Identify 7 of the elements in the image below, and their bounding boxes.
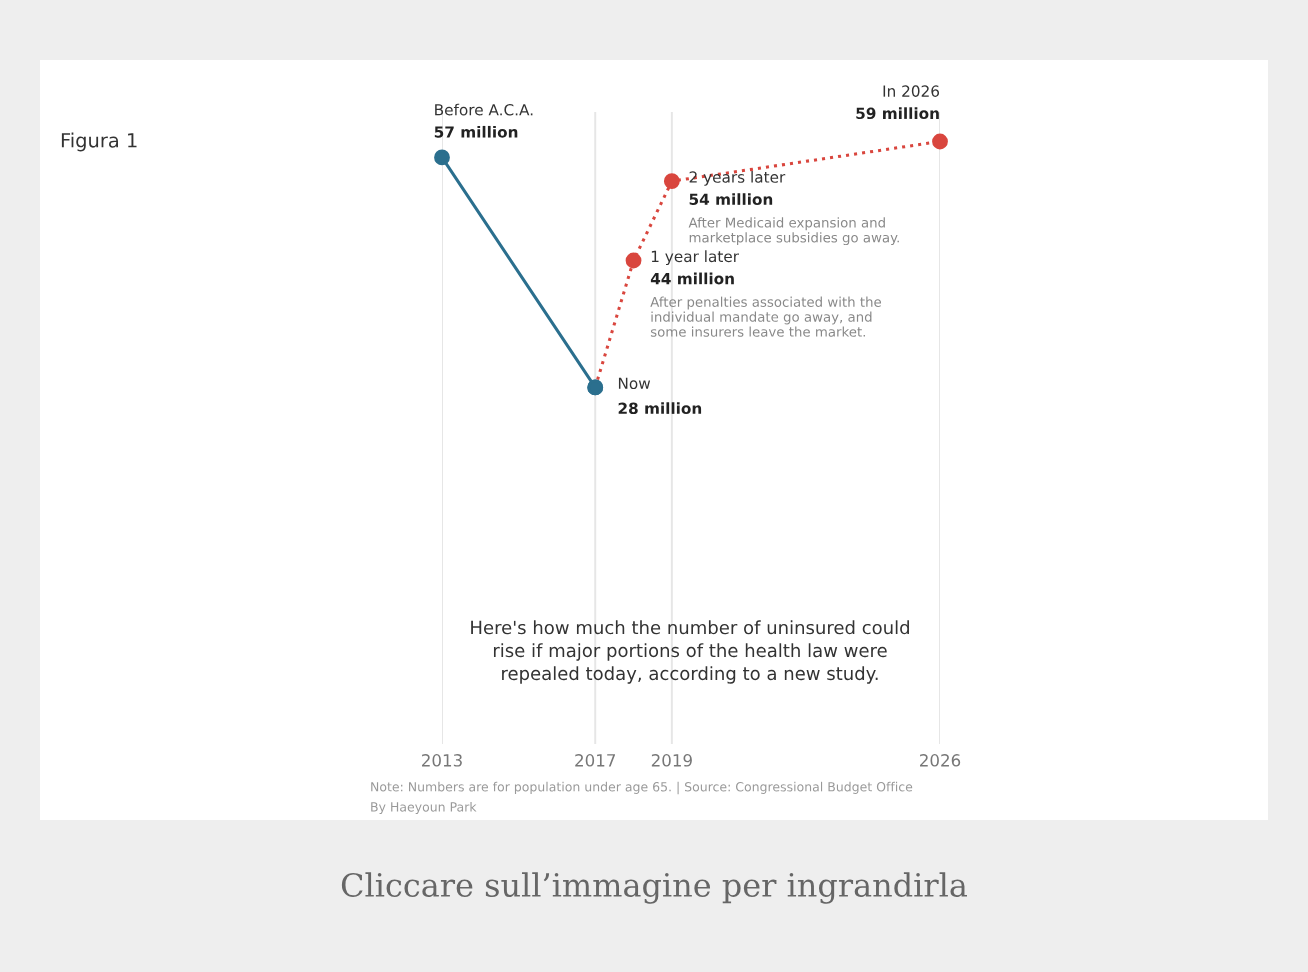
x-tick-label: 2013 [422,754,462,767]
x-tick-label: 2026 [920,754,961,767]
text: Figura 1 [61,132,137,152]
x-tick-label: 2017 [575,754,616,767]
text: Cliccare sull’immagine per ingrandirla [341,872,967,904]
text: Here's how much the number of uninsured could rise if major portions of the health law were repealed today, according to a new study. [471,620,909,684]
x-tick-label: 2019 [651,754,692,767]
